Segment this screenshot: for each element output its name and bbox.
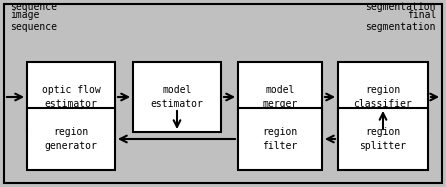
Bar: [338, 108, 428, 170]
Text: region
classifier: region classifier: [354, 85, 413, 109]
Text: image
sequence: image sequence: [10, 0, 57, 12]
Bar: [238, 108, 322, 170]
Bar: [338, 62, 428, 132]
Bar: [238, 62, 322, 132]
Text: region
generator: region generator: [45, 127, 97, 151]
Text: final
segmentation: final segmentation: [366, 10, 436, 32]
Bar: [133, 62, 221, 132]
Text: region
filter: region filter: [262, 127, 297, 151]
Bar: [27, 108, 115, 170]
Text: region
splitter: region splitter: [359, 127, 406, 151]
Text: optic flow
estimator: optic flow estimator: [41, 85, 100, 109]
Text: model
estimator: model estimator: [151, 85, 203, 109]
Text: image
sequence: image sequence: [10, 10, 57, 32]
Text: final
segmentation: final segmentation: [366, 0, 436, 12]
Text: model
merger: model merger: [262, 85, 297, 109]
Bar: [27, 62, 115, 132]
